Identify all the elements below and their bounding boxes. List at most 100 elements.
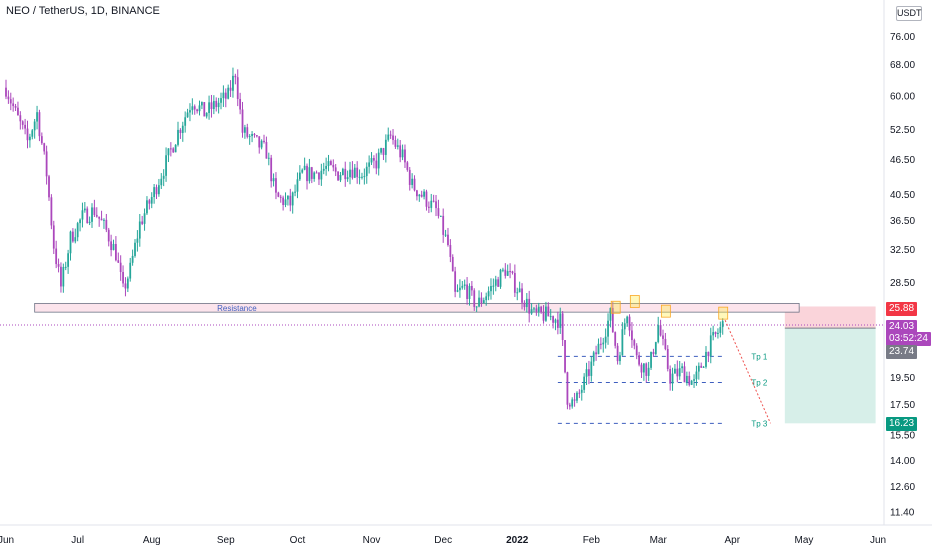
candle-body: [69, 231, 72, 254]
candle-body: [463, 284, 466, 286]
candle-body: [215, 100, 218, 108]
candle-body: [592, 352, 595, 362]
candle-body: [184, 117, 187, 126]
candle-body: [177, 129, 179, 145]
candle-body: [423, 191, 425, 197]
candle-body: [196, 109, 199, 112]
candle-body: [31, 130, 34, 137]
candle-body: [480, 297, 483, 304]
candle-body: [267, 157, 270, 159]
y-tick-label: 40.50: [890, 190, 915, 201]
candle-body: [377, 152, 380, 169]
candle-body: [210, 102, 213, 110]
candle-body: [28, 136, 31, 141]
stop-loss-zone: [784, 306, 876, 329]
candle-body: [119, 262, 122, 272]
y-tick-label: 17.50: [890, 400, 915, 411]
candle-body: [628, 316, 631, 331]
candle-body: [442, 215, 445, 235]
candle-body: [308, 167, 311, 182]
candle-body: [707, 351, 710, 356]
candle-body: [437, 208, 440, 216]
candle-body: [578, 392, 581, 394]
candle-body: [640, 364, 643, 373]
candle-body: [40, 136, 43, 144]
candle-body: [475, 306, 478, 308]
candle-body: [110, 241, 113, 251]
candle-body: [504, 269, 507, 276]
candle-body: [712, 332, 715, 336]
currency-badge[interactable]: USDT: [896, 6, 922, 21]
candle-body: [220, 98, 222, 103]
candle-body: [502, 269, 504, 271]
candle-body: [9, 99, 12, 104]
candle-body: [631, 330, 633, 341]
candle-body: [298, 172, 301, 180]
candle-body: [272, 178, 275, 182]
candle-body: [193, 106, 196, 110]
candle-body: [609, 307, 612, 321]
candle-body: [126, 278, 129, 289]
candle-body: [454, 271, 457, 292]
candle-body: [650, 352, 652, 368]
candle-body: [86, 208, 89, 224]
y-tick-label: 19.50: [890, 373, 915, 384]
candle-body: [466, 284, 468, 299]
resistance-zone: [34, 302, 800, 313]
peak-marker: [629, 295, 640, 308]
candle-body: [246, 127, 249, 137]
candle-body: [688, 375, 691, 385]
symbol-title[interactable]: NEO / TetherUS, 1D, BINANCE: [6, 5, 160, 17]
candle-body: [595, 352, 597, 355]
candle-body: [258, 136, 261, 148]
candle-body: [623, 323, 626, 330]
y-tick-label: 36.50: [890, 216, 915, 227]
x-tick-label: Mar: [650, 535, 668, 546]
candle-body: [306, 165, 308, 182]
y-tick-label: 32.50: [890, 245, 915, 256]
candle-body: [7, 96, 10, 100]
x-tick-label: Jun: [870, 535, 886, 546]
candle-body: [12, 103, 15, 107]
candle-body: [79, 219, 81, 224]
candle-body: [100, 218, 103, 221]
candle-body: [172, 148, 175, 153]
candle-body: [700, 365, 703, 368]
projection-line: [724, 319, 771, 424]
candle-body: [370, 158, 373, 163]
y-tick-label: 15.50: [890, 430, 915, 441]
x-tick-label: Nov: [363, 535, 381, 546]
candle-body: [382, 148, 385, 155]
y-tick-label: 60.00: [890, 91, 915, 102]
candle-body: [392, 135, 394, 141]
candle-body: [107, 229, 110, 242]
candle-body: [580, 389, 583, 393]
candle-body: [583, 376, 586, 390]
candle-body: [597, 343, 600, 355]
candle-body: [117, 260, 120, 263]
candle-body: [275, 178, 277, 193]
resistance-label: Resistance: [217, 304, 257, 313]
candle-body: [516, 292, 519, 294]
candle-body: [167, 148, 170, 156]
candle-body: [678, 368, 681, 377]
peak-marker: [718, 306, 729, 320]
candle-body: [506, 271, 509, 276]
x-tick-label: Jun: [0, 535, 14, 546]
candle-body: [635, 345, 638, 356]
candle-body: [607, 320, 609, 337]
candle-body: [134, 242, 136, 256]
candle-body: [64, 266, 67, 268]
candle-body: [129, 262, 132, 279]
candle-body: [150, 197, 153, 204]
candle-body: [76, 223, 79, 238]
candle-body: [138, 221, 141, 239]
candle-body: [60, 266, 62, 287]
candle-body: [227, 87, 230, 99]
candle-body: [83, 208, 86, 211]
candle-body: [356, 167, 359, 178]
candle-body: [521, 288, 523, 303]
candle-body: [148, 200, 151, 204]
